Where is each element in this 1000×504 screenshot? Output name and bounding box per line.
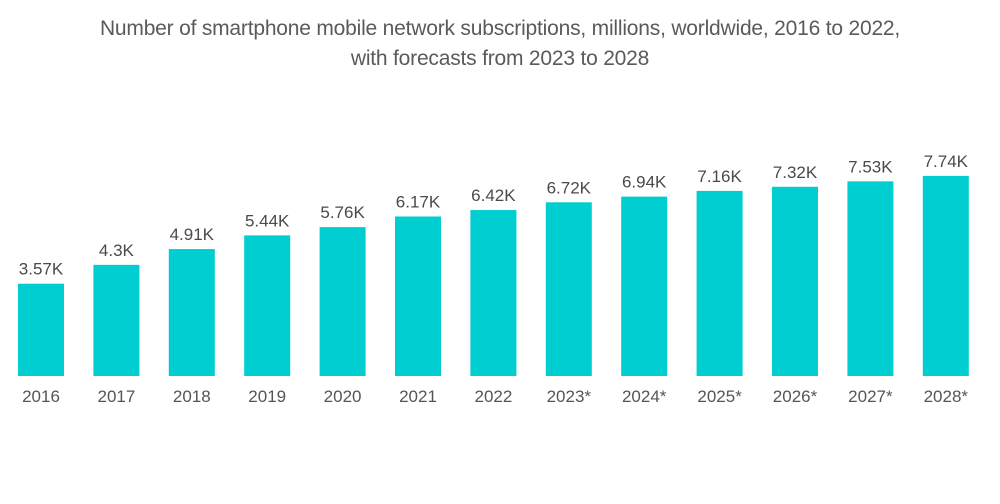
- x-tick-label: 2018: [173, 387, 211, 406]
- x-tick-label: 2016: [22, 387, 60, 406]
- data-label: 6.42K: [471, 186, 516, 205]
- x-tick-label: 2024*: [622, 387, 667, 406]
- data-label: 7.74K: [924, 152, 969, 171]
- bar-2022: [470, 210, 517, 376]
- x-tick-label: 2017: [97, 387, 135, 406]
- data-label: 6.17K: [396, 193, 441, 212]
- bar-2026: [772, 186, 818, 376]
- bar-2016: [18, 283, 64, 376]
- chart-title-line-2: with forecasts from 2023 to 2028: [350, 47, 650, 70]
- x-tick-label: 2026*: [773, 387, 818, 406]
- data-label: 4.91K: [170, 225, 215, 244]
- data-label: 5.76K: [320, 203, 365, 222]
- x-tick-label: 2020: [324, 387, 362, 406]
- data-label: 7.16K: [697, 167, 742, 186]
- bar-2025: [696, 190, 743, 376]
- data-label: 3.57K: [19, 260, 64, 279]
- data-label: 6.94K: [622, 173, 667, 192]
- x-tick-label: 2022: [474, 387, 512, 406]
- bar-2023: [545, 202, 592, 376]
- x-tick-label: 2019: [248, 387, 286, 406]
- bar-2017: [93, 264, 140, 376]
- x-tick-label: 2025*: [697, 387, 742, 406]
- chart-title: Number of smartphone mobile network subs…: [0, 14, 1000, 74]
- x-tick-label: 2021: [399, 387, 437, 406]
- bar-2018: [168, 249, 215, 376]
- bar-2027: [847, 181, 894, 376]
- data-label: 4.3K: [99, 241, 135, 260]
- x-tick-label: 2023*: [547, 387, 592, 406]
- x-tick-label: 2028*: [924, 387, 969, 406]
- data-label: 5.44K: [245, 211, 290, 230]
- bar-2019: [244, 235, 291, 376]
- bar-2021: [395, 216, 441, 376]
- data-label: 7.53K: [848, 157, 893, 176]
- data-label: 6.72K: [547, 178, 592, 197]
- data-label: 7.32K: [773, 163, 818, 182]
- bar-2028: [922, 175, 969, 376]
- bar-2024: [621, 196, 668, 376]
- chart-title-line-1: Number of smartphone mobile network subs…: [99, 17, 901, 40]
- x-tick-label: 2027*: [848, 387, 893, 406]
- bar-2020: [319, 227, 366, 376]
